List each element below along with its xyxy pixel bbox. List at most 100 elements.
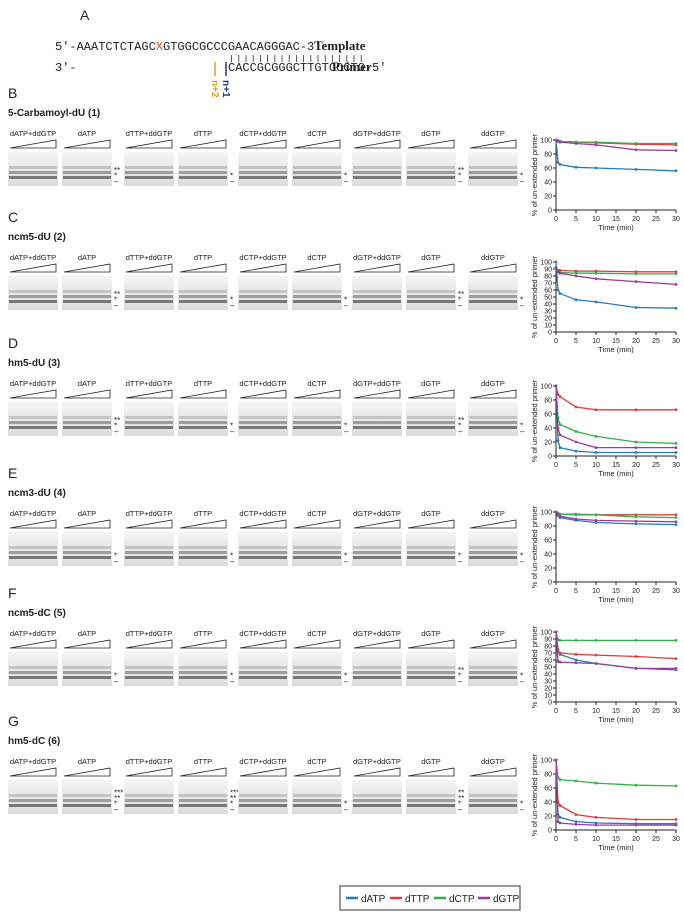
gel-image [62, 276, 112, 310]
gel-band [179, 666, 227, 669]
data-point [574, 517, 578, 521]
band-marker: – [114, 677, 119, 686]
data-point [594, 639, 598, 642]
gel-image [292, 652, 342, 686]
gel-band [239, 166, 287, 169]
y-tick-label: 80 [544, 274, 552, 281]
gel-image [238, 402, 288, 436]
gel-image [406, 402, 456, 436]
data-point [674, 516, 678, 519]
gel-image [468, 532, 518, 566]
gel-image [406, 276, 456, 310]
band-marker: – [114, 805, 119, 814]
data-point [554, 510, 558, 514]
band-marker: ** [458, 166, 464, 175]
gel-band [9, 295, 57, 298]
gel-band [407, 421, 455, 424]
lane-label: dTTP [194, 757, 212, 766]
concentration-wedge [125, 767, 173, 777]
band-marker: * [230, 422, 233, 431]
band-marker: * [114, 296, 117, 305]
data-point [558, 423, 562, 426]
concentration-wedge [125, 389, 173, 399]
lane-label: dGTP [421, 509, 441, 518]
data-point [594, 662, 598, 665]
data-point [556, 776, 560, 779]
gel-band [239, 416, 287, 419]
y-tick-label: 70 [544, 281, 552, 288]
series-line [555, 261, 677, 309]
lane-label: ddGTP [481, 253, 505, 262]
data-point [634, 783, 638, 787]
gel-band [179, 804, 227, 807]
data-point [554, 138, 558, 142]
lane-label: dCTP+ddGTP [239, 379, 286, 388]
band-marker: * [458, 672, 461, 681]
series-line [555, 631, 676, 670]
gel-band [125, 676, 173, 679]
y-axis-label: % of un-extended primer [530, 505, 539, 588]
lane-label: dGTP [421, 629, 441, 638]
band-marker: * [344, 552, 347, 561]
data-point [556, 820, 560, 823]
gel-band [353, 176, 401, 179]
lane-label: dCTP+ddGTP [239, 629, 286, 638]
gel-image [238, 652, 288, 686]
y-tick-label: 60 [544, 786, 552, 793]
x-tick-label: 5 [574, 836, 578, 843]
gel-band [469, 794, 517, 797]
gel-band [469, 300, 517, 303]
gel-image [468, 152, 518, 186]
data-point [574, 449, 578, 453]
band-marker: – [458, 805, 463, 814]
gel-image [292, 532, 342, 566]
y-tick-label: 80 [544, 398, 552, 405]
gel-image [406, 652, 456, 686]
y-tick-label: 60 [544, 412, 552, 419]
panel-title: ncm5-dC (5) [8, 608, 66, 619]
data-point [674, 818, 678, 821]
gel-band [125, 166, 173, 169]
concentration-wedge [293, 139, 341, 149]
gel-band [293, 295, 341, 298]
band-marker: – [520, 177, 525, 186]
gel-band [179, 676, 227, 679]
band-marker: * [520, 422, 523, 431]
y-tick-label: 20 [544, 686, 552, 693]
lane-label: dGTP+ddGTP [353, 629, 401, 638]
data-point [558, 778, 562, 781]
data-point [674, 639, 678, 642]
panel-title: hm5-dC (6) [8, 736, 60, 747]
gel-band [179, 300, 227, 303]
gel-band [63, 171, 111, 174]
panel-letter: E [8, 465, 17, 481]
band-marker: * [230, 552, 233, 561]
data-point [556, 439, 560, 442]
lane-label: dGTP+ddGTP [353, 253, 401, 262]
data-point [594, 140, 598, 144]
data-point [554, 266, 558, 269]
data-point [556, 161, 560, 164]
gel-band [469, 676, 517, 679]
gel-band [469, 290, 517, 293]
gel-band [239, 171, 287, 174]
band-marker: * [344, 800, 347, 809]
x-axis-label: Time (min) [598, 715, 634, 724]
gel-band [407, 676, 455, 679]
concentration-wedge [353, 639, 401, 649]
concentration-wedge [179, 639, 227, 649]
concentration-wedge [293, 639, 341, 649]
x-tick-label: 5 [574, 588, 578, 595]
panel-letter: C [8, 209, 18, 225]
lane-label: dGTP+ddGTP [353, 757, 401, 766]
gel-band [239, 295, 287, 298]
x-tick-label: 10 [592, 708, 600, 715]
data-point [594, 521, 598, 524]
gel-band [469, 166, 517, 169]
concentration-wedge [125, 139, 173, 149]
y-tick-label: 100 [540, 510, 552, 517]
y-tick-label: 100 [540, 138, 552, 145]
x-tick-label: 15 [612, 588, 620, 595]
concentration-wedge [407, 139, 455, 149]
lane-label: dGTP+ddGTP [353, 379, 401, 388]
